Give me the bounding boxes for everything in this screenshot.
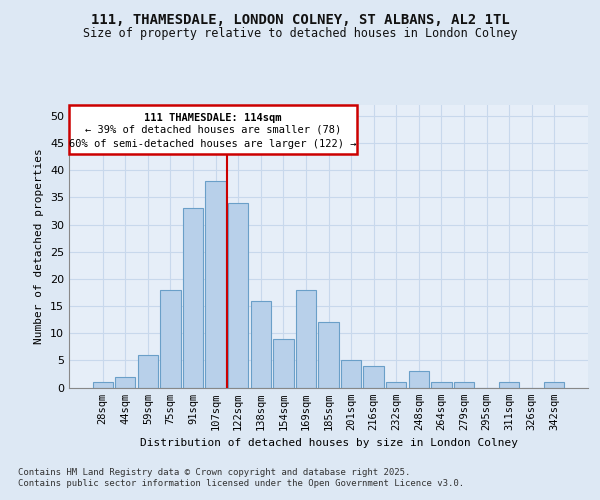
Bar bbox=[251, 300, 271, 388]
Text: Contains HM Land Registry data © Crown copyright and database right 2025.
Contai: Contains HM Land Registry data © Crown c… bbox=[18, 468, 464, 487]
Bar bbox=[319, 322, 338, 388]
Bar bbox=[364, 366, 384, 388]
Text: 60% of semi-detached houses are larger (122) →: 60% of semi-detached houses are larger (… bbox=[69, 139, 357, 149]
Y-axis label: Number of detached properties: Number of detached properties bbox=[34, 148, 44, 344]
Bar bbox=[454, 382, 474, 388]
FancyBboxPatch shape bbox=[69, 105, 357, 154]
Bar bbox=[115, 376, 136, 388]
Text: Size of property relative to detached houses in London Colney: Size of property relative to detached ho… bbox=[83, 28, 517, 40]
Bar bbox=[499, 382, 519, 388]
Bar bbox=[296, 290, 316, 388]
Bar bbox=[160, 290, 181, 388]
Bar bbox=[273, 338, 293, 388]
Bar bbox=[409, 371, 429, 388]
Bar bbox=[431, 382, 452, 388]
Text: 111, THAMESDALE, LONDON COLNEY, ST ALBANS, AL2 1TL: 111, THAMESDALE, LONDON COLNEY, ST ALBAN… bbox=[91, 12, 509, 26]
Bar bbox=[228, 203, 248, 388]
Bar bbox=[544, 382, 565, 388]
Bar bbox=[205, 181, 226, 388]
Bar bbox=[138, 355, 158, 388]
Bar bbox=[341, 360, 361, 388]
X-axis label: Distribution of detached houses by size in London Colney: Distribution of detached houses by size … bbox=[139, 438, 517, 448]
Text: 111 THAMESDALE: 114sqm: 111 THAMESDALE: 114sqm bbox=[144, 114, 282, 124]
Text: ← 39% of detached houses are smaller (78): ← 39% of detached houses are smaller (78… bbox=[85, 124, 341, 134]
Bar bbox=[386, 382, 406, 388]
Bar bbox=[183, 208, 203, 388]
Bar bbox=[92, 382, 113, 388]
